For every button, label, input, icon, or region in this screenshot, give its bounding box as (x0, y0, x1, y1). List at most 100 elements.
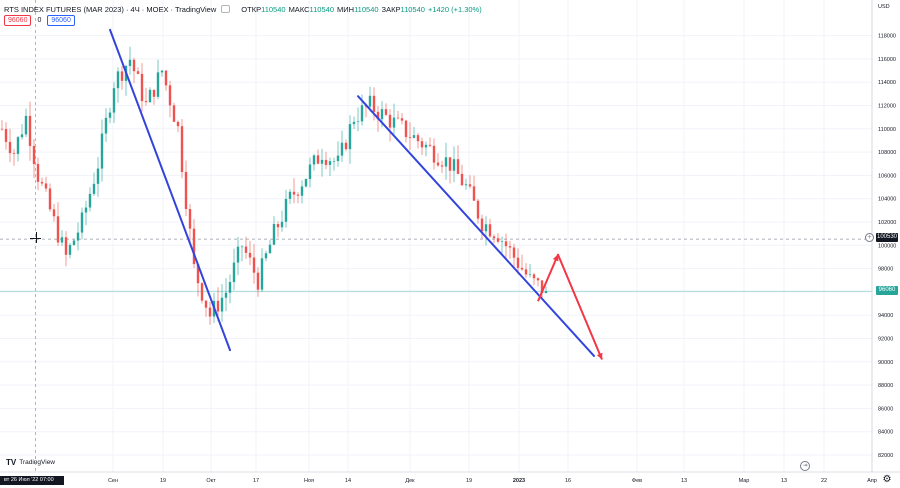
candle-body (280, 221, 284, 228)
candle-body (156, 72, 160, 97)
candle-body (452, 159, 456, 171)
candle-body (60, 237, 64, 243)
time-tick-label: Окт (206, 478, 216, 484)
drawings[interactable] (109, 28, 603, 360)
ohlc-open-value: 110540 (261, 4, 286, 14)
candle-body (328, 161, 332, 165)
candle-body (264, 253, 268, 259)
candle-body (400, 118, 404, 121)
ohlc-change-value: +1420 (+1.30%) (427, 4, 482, 14)
sell-button[interactable]: 96060 (4, 15, 32, 26)
candle-body (480, 218, 484, 232)
candle-body (392, 117, 396, 128)
time-tick-label: 14 (345, 478, 351, 484)
candle-body (356, 121, 360, 122)
candle-body (476, 200, 480, 219)
candle-body (240, 246, 244, 248)
candle-body (208, 307, 212, 317)
candle-body (120, 71, 124, 81)
candle-body (232, 262, 236, 283)
candle-body (68, 245, 72, 255)
candle-body (28, 115, 32, 147)
candle-body (32, 146, 36, 164)
candle-body (176, 121, 180, 127)
candle-body (412, 135, 416, 138)
price-tick-label: 102000 (878, 220, 896, 226)
candle-body (52, 209, 56, 217)
gear-icon[interactable]: ⚙ (882, 474, 892, 485)
forecast-arrow-head-down (596, 352, 603, 360)
candle-body (140, 73, 144, 102)
candle-body (384, 109, 388, 115)
candle-body (432, 145, 436, 163)
time-tick-label: Мар (739, 478, 750, 484)
candle-body (468, 184, 472, 187)
spread-value: 0 (37, 17, 42, 24)
price-tick-label: 92000 (878, 337, 893, 343)
candle-body (228, 282, 232, 293)
candle-body (464, 184, 468, 186)
time-tick-label: 19 (466, 478, 472, 484)
candle-body (268, 244, 272, 254)
time-tick-label: Фев (632, 478, 642, 484)
candle-body (236, 246, 240, 263)
plus-circle-icon[interactable]: + (865, 233, 874, 242)
candle-body (100, 133, 104, 169)
candle-body (92, 183, 96, 194)
time-tick-label: 19 (160, 478, 166, 484)
candle-body (492, 236, 496, 239)
candle-body (304, 178, 308, 187)
candle-body (96, 168, 100, 184)
buy-button[interactable]: 96060 (47, 15, 75, 26)
candle-body (196, 264, 200, 284)
candle-body (380, 109, 384, 120)
tradingview-logo[interactable]: TV TradingView (6, 458, 55, 467)
candle-body (64, 237, 68, 255)
tradingview-logo-icon: TV (6, 458, 17, 467)
price-tick-label: 118000 (878, 34, 896, 40)
candle-body (0, 128, 4, 130)
candle-body (512, 247, 516, 258)
price-tick-label: 100000 (878, 243, 896, 249)
currency-label: USD (878, 4, 890, 10)
candle-body (260, 258, 264, 290)
candle-body (152, 89, 156, 97)
crosshair-price-label: 100530 (876, 233, 898, 242)
goto-realtime-icon[interactable]: ⇥ (800, 461, 810, 471)
candle-body (544, 291, 548, 293)
ohlc-close-key: ЗАКР (381, 4, 401, 14)
candle-body (484, 224, 488, 232)
time-tick-label: Дек (405, 478, 415, 484)
candle-body (340, 142, 344, 156)
forecast-arrow (537, 253, 603, 360)
candle-body (20, 134, 24, 138)
candle-body (508, 246, 512, 248)
trade-buttons: 96060 0 96060 (4, 15, 75, 26)
candle-body (104, 117, 108, 134)
candle-body (84, 207, 88, 213)
candle-body (344, 142, 348, 150)
candle-body (224, 292, 228, 298)
candle-body (352, 121, 356, 125)
price-tick-label: 112000 (878, 104, 896, 110)
candle-body (428, 144, 432, 146)
candle-body (160, 70, 164, 73)
candle-body (312, 155, 316, 165)
candle-body (528, 274, 532, 275)
time-tick-label: 17 (253, 478, 259, 484)
candle-body (272, 224, 276, 245)
price-tick-label: 88000 (878, 383, 893, 389)
candle-body (444, 157, 448, 167)
candle-body (128, 59, 132, 66)
candle-body (256, 272, 260, 290)
visibility-toggle-icon[interactable] (221, 5, 231, 13)
symbol-title[interactable]: RTS INDEX FUTURES (MAR 2023) · 4Ч · MOEX… (4, 4, 217, 14)
candle-body (164, 70, 168, 86)
ohlc-high-value: 110540 (309, 4, 334, 14)
candle-body (204, 300, 208, 308)
candle-body (416, 135, 420, 142)
candle-body (4, 129, 8, 142)
